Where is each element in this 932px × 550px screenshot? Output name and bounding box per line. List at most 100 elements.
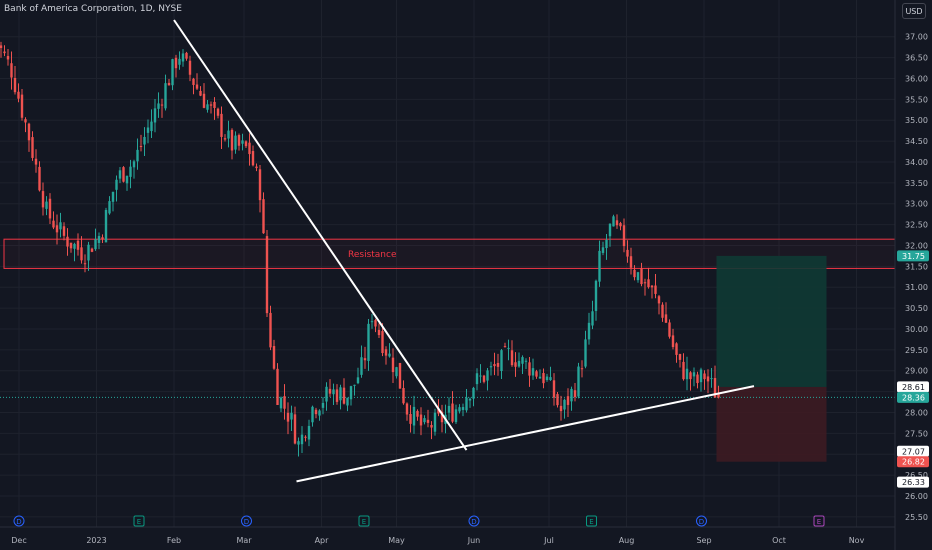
trendline-drawings[interactable] xyxy=(173,19,755,483)
candle-down[interactable] xyxy=(419,414,423,426)
candle-up[interactable] xyxy=(468,398,472,401)
candle-down[interactable] xyxy=(703,373,706,380)
candle-down[interactable] xyxy=(426,419,430,423)
candle-down[interactable] xyxy=(493,364,496,367)
candle-up[interactable] xyxy=(598,250,601,282)
candle-down[interactable] xyxy=(62,226,66,236)
candle-down[interactable] xyxy=(668,322,671,337)
candle-down[interactable] xyxy=(556,394,559,406)
candle-down[interactable] xyxy=(34,158,38,165)
candle-up[interactable] xyxy=(388,353,391,357)
candle-up[interactable] xyxy=(447,405,451,413)
candle-down[interactable] xyxy=(304,436,307,438)
candle-up[interactable] xyxy=(311,406,314,423)
candlestick-series[interactable] xyxy=(0,35,720,457)
dividend-marker[interactable] xyxy=(13,515,25,527)
candle-down[interactable] xyxy=(272,346,276,369)
candle-up[interactable] xyxy=(472,387,475,399)
candle-down[interactable] xyxy=(377,329,381,336)
candle-up[interactable] xyxy=(132,161,136,168)
candle-up[interactable] xyxy=(157,103,160,109)
candle-down[interactable] xyxy=(391,357,395,373)
candle-up[interactable] xyxy=(143,136,146,145)
candle-up[interactable] xyxy=(475,373,479,385)
candle-up[interactable] xyxy=(97,236,101,243)
candle-down[interactable] xyxy=(398,362,402,389)
candle-up[interactable] xyxy=(479,375,482,377)
candle-down[interactable] xyxy=(363,358,367,361)
candle-up[interactable] xyxy=(346,397,349,406)
candle-down[interactable] xyxy=(542,373,545,384)
candle-down[interactable] xyxy=(405,403,409,415)
currency-button[interactable]: USD xyxy=(902,3,926,19)
candle-up[interactable] xyxy=(300,434,304,445)
candle-up[interactable] xyxy=(227,130,230,139)
candle-down[interactable] xyxy=(430,425,433,428)
candle-down[interactable] xyxy=(265,236,269,314)
trendline-downtrend[interactable] xyxy=(173,19,468,451)
candle-down[interactable] xyxy=(451,403,454,422)
candle-up[interactable] xyxy=(353,384,356,386)
candle-down[interactable] xyxy=(615,220,619,226)
candle-down[interactable] xyxy=(566,396,570,405)
candle-down[interactable] xyxy=(573,390,577,398)
candle-down[interactable] xyxy=(251,151,255,166)
candle-down[interactable] xyxy=(286,412,290,422)
candle-down[interactable] xyxy=(185,52,188,59)
candle-up[interactable] xyxy=(454,409,458,423)
candle-up[interactable] xyxy=(171,59,174,86)
candle-down[interactable] xyxy=(643,282,647,284)
candle-down[interactable] xyxy=(633,269,636,278)
candle-down[interactable] xyxy=(706,376,710,382)
candle-down[interactable] xyxy=(101,237,104,240)
candle-up[interactable] xyxy=(412,406,416,426)
candle-up[interactable] xyxy=(321,402,325,408)
candle-down[interactable] xyxy=(41,191,45,208)
candle-down[interactable] xyxy=(293,414,297,444)
candle-down[interactable] xyxy=(657,296,661,304)
candle-down[interactable] xyxy=(223,138,227,140)
candle-up[interactable] xyxy=(150,121,153,132)
candle-down[interactable] xyxy=(510,350,514,366)
candle-down[interactable] xyxy=(559,405,563,412)
candle-down[interactable] xyxy=(654,285,657,294)
earnings-marker[interactable] xyxy=(133,515,145,527)
candle-up[interactable] xyxy=(104,209,108,243)
candle-up[interactable] xyxy=(570,388,573,402)
earnings-marker[interactable] xyxy=(586,515,597,527)
profit-zone[interactable] xyxy=(716,255,827,387)
candle-down[interactable] xyxy=(619,223,622,227)
dividend-marker[interactable] xyxy=(241,515,252,527)
candle-down[interactable] xyxy=(167,82,171,86)
candle-up[interactable] xyxy=(87,244,90,261)
candle-up[interactable] xyxy=(73,243,76,249)
candle-down[interactable] xyxy=(664,314,668,323)
candle-down[interactable] xyxy=(90,248,94,252)
candle-down[interactable] xyxy=(622,225,626,247)
candle-up[interactable] xyxy=(332,389,335,395)
candle-up[interactable] xyxy=(136,149,139,162)
candle-up[interactable] xyxy=(181,53,185,62)
candle-down[interactable] xyxy=(682,361,685,380)
candle-up[interactable] xyxy=(153,108,157,123)
candle-down[interactable] xyxy=(328,388,332,394)
candle-down[interactable] xyxy=(675,343,678,355)
candle-up[interactable] xyxy=(325,386,328,402)
candle-up[interactable] xyxy=(577,366,580,397)
candle-down[interactable] xyxy=(283,396,286,409)
trendline-uptrend[interactable] xyxy=(296,385,755,483)
candle-up[interactable] xyxy=(349,386,353,400)
candle-down[interactable] xyxy=(188,60,192,75)
candle-down[interactable] xyxy=(202,93,206,108)
candle-up[interactable] xyxy=(605,239,608,249)
candle-up[interactable] xyxy=(360,357,363,375)
candle-down[interactable] xyxy=(335,389,339,402)
candle-up[interactable] xyxy=(531,368,535,376)
candle-up[interactable] xyxy=(129,166,132,177)
candle-down[interactable] xyxy=(216,108,220,116)
candle-down[interactable] xyxy=(342,387,346,404)
candle-down[interactable] xyxy=(314,409,318,415)
candle-down[interactable] xyxy=(661,304,664,318)
candle-down[interactable] xyxy=(713,378,717,398)
